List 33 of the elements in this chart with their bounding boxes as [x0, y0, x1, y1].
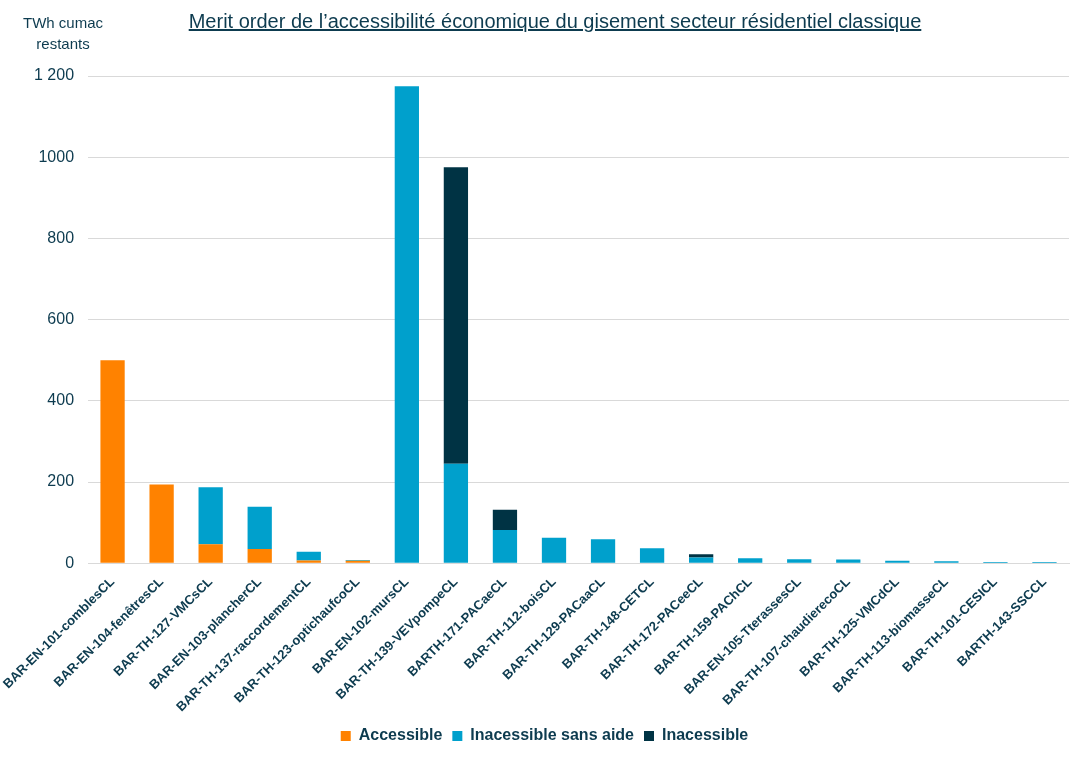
bar — [198, 487, 223, 545]
y-tick-label: 1000 — [38, 147, 75, 165]
legend-label: Inacessible sans aide — [470, 726, 635, 744]
bar — [394, 86, 419, 563]
y-tick-label: 600 — [47, 310, 75, 328]
bar — [787, 559, 812, 563]
bar — [639, 548, 665, 563]
y-tick-label: 1 200 — [33, 66, 75, 84]
bar — [443, 167, 469, 464]
bar — [738, 558, 763, 563]
legend-label: Inacessible — [661, 726, 749, 744]
bar — [149, 484, 174, 563]
y-tick-label: 400 — [47, 391, 75, 409]
y-axis-title: TWh cumac restants — [22, 13, 104, 54]
y-tick-label: 0 — [65, 553, 75, 571]
bar — [198, 544, 223, 563]
bar — [492, 529, 518, 563]
bar — [100, 360, 125, 563]
legend-label: Accessible — [358, 726, 443, 744]
bar — [492, 509, 518, 530]
y-tick-label: 800 — [47, 228, 75, 246]
chart-title: Merit order de l’accessibilité économique du gisement secteur résidentiel classique — [187, 9, 923, 34]
bar — [689, 554, 714, 558]
bar — [247, 506, 272, 550]
bar — [247, 549, 272, 563]
bar — [590, 539, 616, 563]
bar — [443, 463, 469, 563]
bar — [541, 537, 567, 563]
bar — [296, 551, 321, 561]
bar — [836, 559, 861, 563]
y-tick-label: 200 — [47, 472, 75, 490]
bar — [689, 557, 714, 563]
bar — [296, 560, 321, 563]
